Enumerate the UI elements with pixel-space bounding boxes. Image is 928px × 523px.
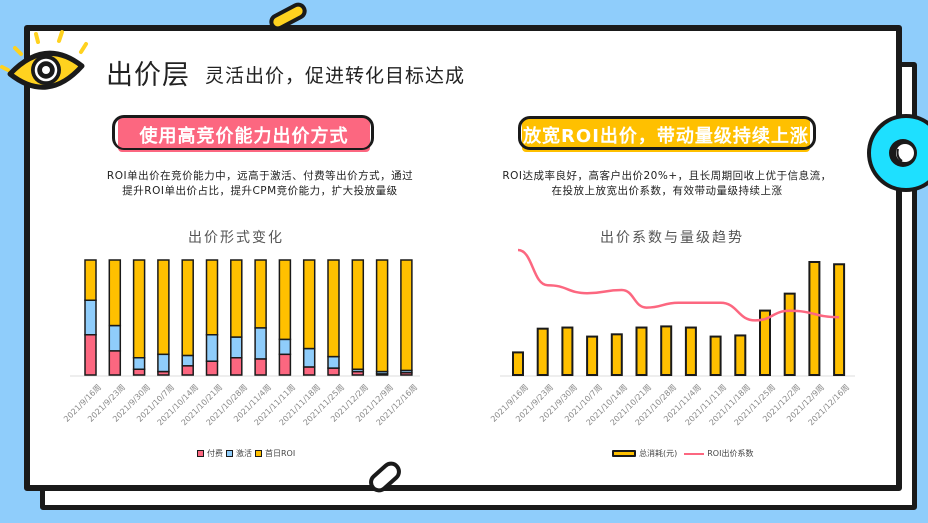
bar-segment bbox=[205, 360, 219, 376]
bar-segment bbox=[254, 358, 267, 376]
bar-line-chart bbox=[500, 248, 855, 377]
bar-segment bbox=[230, 259, 243, 338]
spend-bar bbox=[709, 335, 722, 376]
bar-segment bbox=[181, 354, 194, 367]
bar-segment bbox=[278, 353, 292, 376]
spend-bar bbox=[635, 326, 648, 376]
bar-segment bbox=[400, 259, 413, 372]
legend-swatch-paid bbox=[197, 450, 204, 457]
bar-segment bbox=[302, 347, 316, 368]
bar-segment bbox=[254, 327, 267, 360]
legend-label-paid: 付费 bbox=[207, 449, 223, 458]
spend-bar bbox=[512, 351, 524, 377]
legend-label-roi: 首日ROI bbox=[265, 449, 296, 458]
left-description-line1: ROI单出价在竞价能力中，远高于激活、付费等出价方式，通过 bbox=[106, 170, 414, 182]
slide-frame bbox=[24, 25, 902, 491]
bar-segment bbox=[181, 365, 194, 376]
page-title: 出价层 bbox=[106, 60, 190, 91]
bar-segment bbox=[327, 367, 340, 376]
left-description-line2: 提升ROI单出价占比，提升CPM竞价能力，扩大投放量级 bbox=[122, 185, 398, 197]
right-banner: 放宽ROI出价，带动量级持续上涨 bbox=[518, 116, 816, 152]
bar-segment bbox=[327, 355, 340, 369]
bar-segment bbox=[108, 324, 122, 352]
left-description: ROI单出价在竞价能力中，远高于激活、付费等出价方式，通过 提升ROI单出价占比… bbox=[80, 169, 440, 199]
bar-segment bbox=[302, 366, 316, 376]
bar-segment bbox=[327, 259, 340, 358]
legend-label-spend: 总消耗(元) bbox=[639, 449, 678, 458]
right-banner-text: 放宽ROI出价，带动量级持续上涨 bbox=[523, 126, 809, 147]
bar-segment bbox=[375, 259, 389, 373]
legend-swatch-roi bbox=[255, 450, 262, 457]
bar-segment bbox=[108, 259, 122, 327]
spend-bar bbox=[561, 326, 574, 376]
left-banner: 使用高竞价能力出价方式 bbox=[112, 115, 374, 152]
right-description-line1: ROI达成率良好，高客户出价20%+，且长周期回收上优于信息流， bbox=[502, 170, 832, 182]
spend-bar bbox=[586, 335, 599, 376]
spend-bar bbox=[536, 327, 549, 376]
target-icon bbox=[867, 114, 928, 192]
left-chart-legend: 付费 激活 首日ROI bbox=[197, 448, 295, 459]
right-description-line2: 在投放上放宽出价系数，有效带动量级持续上涨 bbox=[551, 185, 783, 197]
bar-segment bbox=[254, 259, 267, 329]
bar-segment bbox=[132, 357, 146, 370]
bar-segment bbox=[181, 259, 194, 357]
bar-segment bbox=[351, 259, 365, 370]
legend-swatch-spend bbox=[612, 450, 636, 457]
spend-bar bbox=[759, 309, 771, 376]
spend-bar bbox=[660, 325, 673, 377]
bar-segment bbox=[205, 259, 219, 336]
bar-segment bbox=[157, 353, 170, 373]
bar-segment bbox=[84, 299, 97, 336]
stacked-bar-chart bbox=[70, 259, 420, 377]
spend-bar bbox=[833, 263, 846, 376]
spend-bar bbox=[808, 261, 821, 376]
left-chart-title: 出价形式变化 bbox=[188, 230, 284, 246]
bar-segment bbox=[157, 259, 170, 356]
spend-bar bbox=[610, 333, 623, 376]
bar-segment bbox=[278, 338, 292, 356]
roi-coefficient-line bbox=[517, 248, 840, 322]
spend-bar bbox=[783, 292, 796, 376]
legend-label-roi-coef: ROI出价系数 bbox=[707, 449, 754, 458]
bar-segment bbox=[84, 334, 97, 376]
bar-segment bbox=[230, 357, 243, 376]
left-banner-text: 使用高竞价能力出价方式 bbox=[139, 126, 349, 147]
page-subtitle: 灵活出价，促进转化目标达成 bbox=[205, 65, 466, 87]
bar-segment bbox=[205, 334, 219, 362]
right-chart-legend: 总消耗(元) ROI出价系数 bbox=[612, 448, 753, 459]
bar-segment bbox=[230, 336, 243, 359]
bar-segment bbox=[132, 259, 146, 359]
spend-bar bbox=[684, 326, 697, 376]
spend-bar bbox=[734, 334, 747, 376]
eye-icon bbox=[0, 30, 88, 90]
bar-segment bbox=[108, 350, 122, 376]
bar-segment bbox=[132, 368, 146, 376]
right-description: ROI达成率良好，高客户出价20%+，且长周期回收上优于信息流， 在投放上放宽出… bbox=[482, 169, 852, 199]
bar-segment bbox=[84, 259, 97, 301]
legend-swatch-roi-coef bbox=[684, 452, 705, 455]
legend-swatch-activation bbox=[226, 450, 233, 457]
bar-segment bbox=[278, 259, 292, 341]
right-chart-title: 出价系数与量级趋势 bbox=[600, 230, 744, 246]
bar-segment bbox=[302, 259, 316, 350]
legend-label-activation: 激活 bbox=[236, 449, 252, 458]
